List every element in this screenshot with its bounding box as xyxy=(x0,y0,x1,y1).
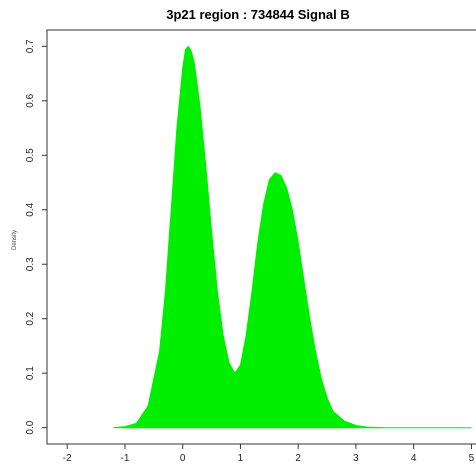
x-tick-label: -1 xyxy=(121,453,130,464)
density-area xyxy=(113,45,472,429)
y-tick-label: 0.0 xyxy=(25,420,36,434)
y-tick-label: 0.7 xyxy=(25,39,36,53)
x-tick-label: 3 xyxy=(353,453,359,464)
chart-title: 3p21 region : 734844 Signal B xyxy=(166,7,350,22)
y-tick-label: 0.4 xyxy=(25,202,36,216)
x-tick-label: 2 xyxy=(295,453,301,464)
x-tick-label: 4 xyxy=(411,453,417,464)
y-tick-label: 0.6 xyxy=(25,93,36,107)
x-tick-label: 1 xyxy=(238,453,244,464)
y-tick-label: 0.2 xyxy=(25,311,36,325)
y-axis: 0.0 0.1 0.2 0.3 0.4 0.5 0.6 0.7 xyxy=(25,39,48,435)
x-tick-label: -2 xyxy=(63,453,72,464)
y-tick-label: 0.5 xyxy=(25,148,36,162)
y-tick-label: 0.3 xyxy=(25,257,36,271)
x-axis: -2 -1 0 1 2 3 4 5 xyxy=(63,443,475,464)
y-tick-label: 0.1 xyxy=(25,366,36,380)
y-axis-label: Density xyxy=(12,230,18,250)
x-tick-label: 5 xyxy=(469,453,475,464)
x-tick-label: 0 xyxy=(180,453,186,464)
